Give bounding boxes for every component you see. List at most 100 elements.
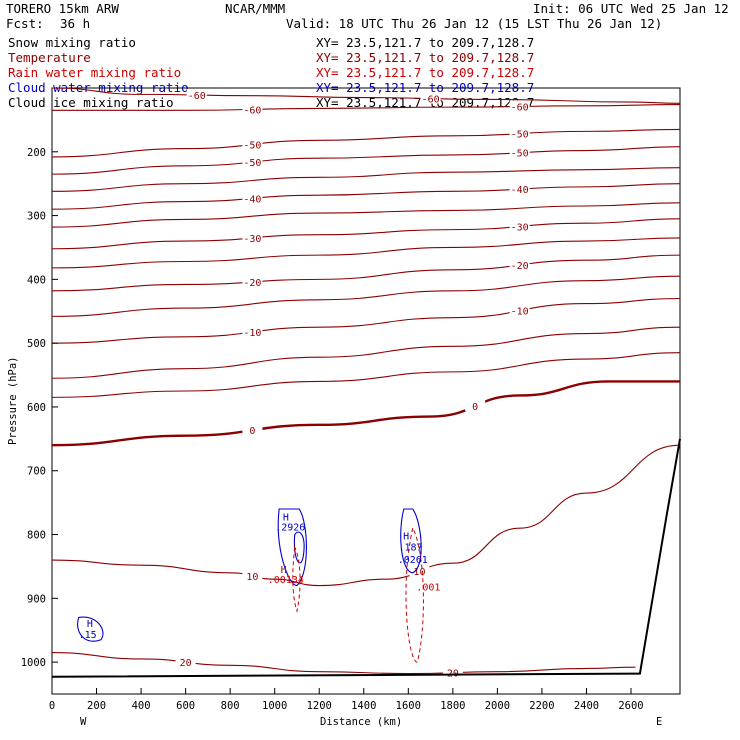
temperature-contour <box>51 146 681 175</box>
x-tick-label: 1800 <box>440 700 465 712</box>
cloud-water-max-marker: H <box>87 619 93 630</box>
cloud-water-max-marker: H <box>403 532 409 543</box>
x-tick-label: 400 <box>132 700 151 712</box>
cloud-water-contour <box>77 616 104 642</box>
contour-label-bg <box>509 259 530 271</box>
cloud-water-contour <box>400 508 422 574</box>
axes: 0 200 400 600 800 1000 1200 1400 1600 1800 2000 220… <box>21 147 644 712</box>
contour-label: -20 <box>243 278 261 289</box>
cloud-water-contour-value: .0261 <box>398 555 428 566</box>
temperature-contour <box>51 275 681 317</box>
model-name: TORERO 15km ARW <box>6 1 119 16</box>
contour-label: -50 <box>511 130 529 141</box>
contour-label-bg <box>420 92 441 104</box>
field-label-rain: Rain water mixing ratio <box>8 65 181 80</box>
contour-label-bg <box>509 127 530 139</box>
x-tick-label: 800 <box>221 700 240 712</box>
temperature-contour <box>51 380 680 447</box>
rain-water-contour <box>405 526 424 663</box>
contour-label-bg <box>509 146 530 158</box>
x-tick-label: 1400 <box>351 700 376 712</box>
temperature-contours: -60 -60 -60 -60 -50 -50 -50 -50 -40 -40 -30 -30 -20 -… <box>51 87 681 680</box>
contour-label-bg <box>186 89 207 101</box>
valid-time: Valid: 18 UTC Thu 26 Jan 12 (15 LST Thu … <box>286 16 662 31</box>
rain-water-max-value: .00134 <box>268 575 304 586</box>
contour-label-bg <box>242 103 263 115</box>
contour-label: -60 <box>511 102 529 113</box>
fcst-label: Fcst: <box>6 16 44 31</box>
temperature-contour <box>51 352 681 398</box>
contour-label: 10 <box>413 567 425 578</box>
contour-label-bg <box>465 399 486 411</box>
temperature-contour <box>51 183 681 210</box>
x-tick-label: 200 <box>87 700 106 712</box>
temperature-contour <box>51 326 681 379</box>
terrain-line <box>51 438 681 678</box>
temperature-contour <box>51 237 681 269</box>
x-axis-title: Distance (km) <box>320 716 402 728</box>
contour-label: 20 <box>180 658 192 669</box>
contour-label-bg <box>509 100 530 112</box>
contour-label-bg <box>242 424 263 436</box>
field-xy-snow: XY= 23.5,121.7 to 209.7,128.7 <box>316 35 534 50</box>
temperature-contour <box>51 104 681 111</box>
contour-label-bg <box>242 231 263 243</box>
y-tick-label: 400 <box>27 274 46 286</box>
rain-water-contour-value: .001 <box>416 583 440 594</box>
contour-label: -10 <box>511 307 529 318</box>
contour-label: 0 <box>249 426 255 437</box>
y-tick-label: 1000 <box>21 657 46 669</box>
cloud-water-contour <box>277 508 307 587</box>
cloud-water-max-value: .2926 <box>275 523 305 534</box>
x-axis-west-label: W <box>80 716 87 728</box>
contour-label: -20 <box>511 261 529 272</box>
contour-label: 10 <box>246 572 258 583</box>
contour-label: -10 <box>243 328 261 339</box>
field-label-snow: Snow mixing ratio <box>8 35 136 50</box>
contour-label: -50 <box>511 149 529 160</box>
x-tick-label: 2400 <box>574 700 599 712</box>
contour-label: -40 <box>511 185 529 196</box>
x-tick-label: 2200 <box>529 700 554 712</box>
temperature-contour <box>51 297 681 344</box>
y-tick-label: 300 <box>27 211 46 223</box>
temperature-contour <box>51 444 681 587</box>
contour-label: -60 <box>188 91 206 102</box>
rain-water-contour <box>292 545 301 613</box>
temperature-contour <box>51 254 681 292</box>
contour-label: -60 <box>422 95 440 106</box>
y-tick-label: 200 <box>27 147 46 159</box>
contour-label-bg <box>175 656 196 668</box>
contour-label: 0 <box>472 402 478 413</box>
contour-label-bg <box>242 275 263 287</box>
contour-label-bg <box>509 304 530 316</box>
x-tick-label: 1200 <box>307 700 332 712</box>
field-label-cloud-ice: Cloud ice mixing ratio <box>8 95 174 110</box>
cloud-water-contour <box>293 531 305 564</box>
temperature-contour <box>51 651 636 675</box>
contour-label: -30 <box>511 222 529 233</box>
field-label-temperature: Temperature <box>8 50 91 65</box>
contour-label-bg <box>242 138 263 150</box>
contour-label-bg <box>242 569 263 581</box>
plot-frame <box>51 87 681 695</box>
x-tick-label: 2600 <box>618 700 643 712</box>
x-tick-label: 0 <box>49 700 55 712</box>
x-tick-label: 600 <box>176 700 195 712</box>
contour-label-bg <box>509 220 530 232</box>
center-name: NCAR/MMM <box>225 1 285 16</box>
y-tick-label: 700 <box>27 466 46 478</box>
contour-label: -50 <box>243 140 261 151</box>
fcst-value: 36 h <box>60 16 90 31</box>
temperature-contour <box>51 167 681 192</box>
field-xy-rain: XY= 23.5,121.7 to 209.7,128.7 <box>316 65 534 80</box>
y-tick-label: 600 <box>27 402 46 414</box>
contour-label: -30 <box>243 234 261 245</box>
contour-label-bg <box>242 155 263 167</box>
contour-label-bg <box>242 192 263 204</box>
temperature-contour <box>51 202 681 228</box>
cloud-water-max-value: .187 <box>398 542 422 553</box>
cloud-water-max-marker: H <box>283 512 289 523</box>
